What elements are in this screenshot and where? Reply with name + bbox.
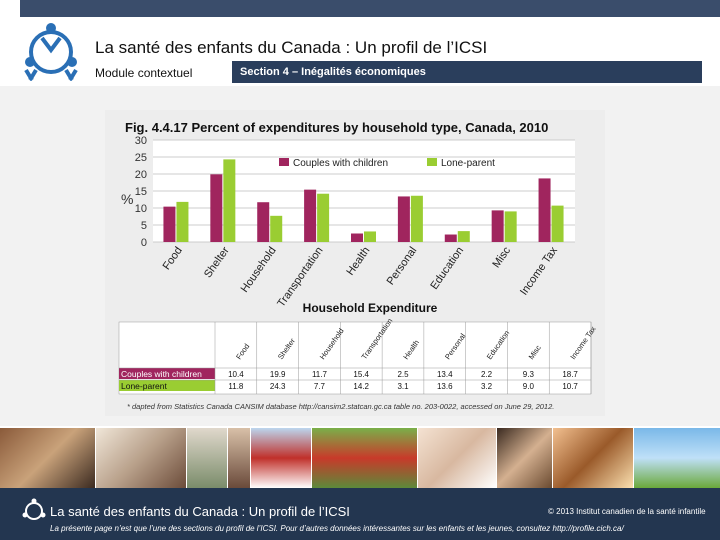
table-cell-lone: 11.8	[228, 382, 244, 391]
bar-couples	[397, 196, 410, 242]
footer-title: La santé des enfants du Canada : Un prof…	[50, 504, 350, 519]
table-cell-couples: 11.7	[312, 370, 328, 379]
expenditure-chart: 0 5 10 15 20 25 30% Couples with children Lone-p…	[118, 135, 598, 411]
photo-girl	[228, 428, 250, 488]
legend-swatch-lone	[427, 158, 437, 166]
table-cell-lone: 10.7	[562, 382, 578, 391]
photo-kids-computer	[96, 428, 186, 488]
bar-couples	[444, 234, 457, 242]
y-tick-label: 25	[135, 152, 147, 164]
figure-panel: Fig. 4.4.17 Percent of expenditures by h…	[105, 110, 605, 416]
table-cell-lone: 14.2	[353, 382, 369, 391]
x-tick-label: Health	[344, 245, 372, 278]
bar-lone	[410, 195, 423, 242]
legend-label-couples: Couples with children	[293, 158, 388, 169]
table-cell-lone: 9.0	[523, 382, 535, 391]
bar-lone	[270, 215, 283, 242]
footer-note: La présente page n’est que l’une des sec…	[50, 524, 624, 533]
y-axis-label: %	[121, 191, 133, 207]
table-row-label-lone-bg	[119, 380, 215, 391]
table-cell-couples: 2.5	[397, 370, 409, 379]
photo-wheelchair	[187, 428, 227, 488]
y-tick-label: 15	[135, 186, 147, 198]
table-cell-couples: 19.9	[270, 370, 286, 379]
figure-title: Fig. 4.4.17 Percent of expenditures by h…	[125, 120, 549, 135]
x-tick-label: Shelter	[202, 245, 232, 281]
module-label-bold: Module	[95, 66, 135, 80]
table-cell-couples: 10.4	[228, 370, 244, 379]
bar-lone	[457, 231, 470, 242]
y-tick-label: 30	[135, 135, 147, 147]
y-tick-label: 0	[141, 237, 147, 249]
bar-couples	[538, 178, 551, 242]
table-row-label-couples: Couples with children	[121, 369, 202, 379]
module-label: Module contextuel	[95, 66, 192, 80]
table-cell-lone: 13.6	[437, 382, 453, 391]
table-cell-lone: 24.3	[270, 382, 286, 391]
top-strip	[20, 0, 720, 17]
table-row-label-lone: Lone-parent	[121, 381, 167, 391]
legend-label-lone: Lone-parent	[441, 158, 495, 169]
bar-lone	[551, 205, 564, 242]
footer-copyright: © 2013 Institut canadien de la santé inf…	[548, 507, 706, 516]
table-cell-lone: 7.7	[314, 382, 326, 391]
bar-lone	[364, 231, 376, 242]
bar-couples	[210, 174, 223, 242]
photo-snow-child	[251, 428, 311, 488]
photo-teen	[497, 428, 552, 488]
table-cell-lone: 3.2	[481, 382, 493, 391]
photo-strip	[0, 428, 720, 488]
x-tick-label: Misc	[490, 244, 513, 270]
page-title: La santé des enfants du Canada : Un prof…	[95, 38, 488, 57]
footer-logo-icon	[22, 498, 46, 520]
bar-lone	[504, 211, 517, 242]
bar-couples	[491, 210, 504, 242]
top-bar	[0, 0, 720, 17]
x-tick-label: Household	[239, 245, 279, 295]
photo-toddlers	[0, 428, 95, 488]
y-tick-label: 20	[135, 169, 147, 181]
x-tick-label: Food	[161, 245, 185, 272]
bar-couples	[257, 202, 270, 242]
bar-couples	[351, 233, 363, 242]
table-cell-couples: 9.3	[523, 370, 535, 379]
section-bar: Section 4 – Inégalités économiques	[232, 61, 702, 83]
photo-soccer-team	[312, 428, 417, 488]
x-axis-title: Household Expenditure	[303, 301, 438, 315]
y-tick-label: 5	[141, 220, 147, 232]
bar-lone	[223, 159, 236, 242]
table-cell-couples: 15.4	[353, 370, 369, 379]
x-tick-label: Education	[428, 245, 466, 292]
module-label-rest: contextuel	[134, 66, 193, 80]
table-row-label-couples-bg	[119, 368, 215, 379]
figure-source-note: * dapted from Statistics Canada CANSIM d…	[127, 402, 554, 411]
table-cell-couples: 13.4	[437, 370, 453, 379]
x-tick-label: Personal	[385, 245, 420, 287]
legend-swatch-couples	[279, 158, 289, 166]
photo-jumping-kids	[634, 428, 720, 488]
table-cell-couples: 2.2	[481, 370, 493, 379]
x-tick-label: Transportation	[275, 245, 325, 310]
table-cell-lone: 3.1	[397, 382, 409, 391]
bar-couples	[163, 206, 176, 242]
bar-lone	[176, 201, 189, 242]
table-cell-couples: 18.7	[562, 370, 578, 379]
cich-logo-icon	[24, 23, 78, 82]
photo-brushing	[553, 428, 633, 488]
bar-couples	[304, 189, 317, 242]
x-tick-label: Income Tax	[518, 244, 560, 297]
bar-lone	[317, 193, 330, 242]
footer: La santé des enfants du Canada : Un prof…	[0, 488, 720, 540]
y-tick-label: 10	[135, 203, 147, 215]
photo-pregnancy	[418, 428, 496, 488]
